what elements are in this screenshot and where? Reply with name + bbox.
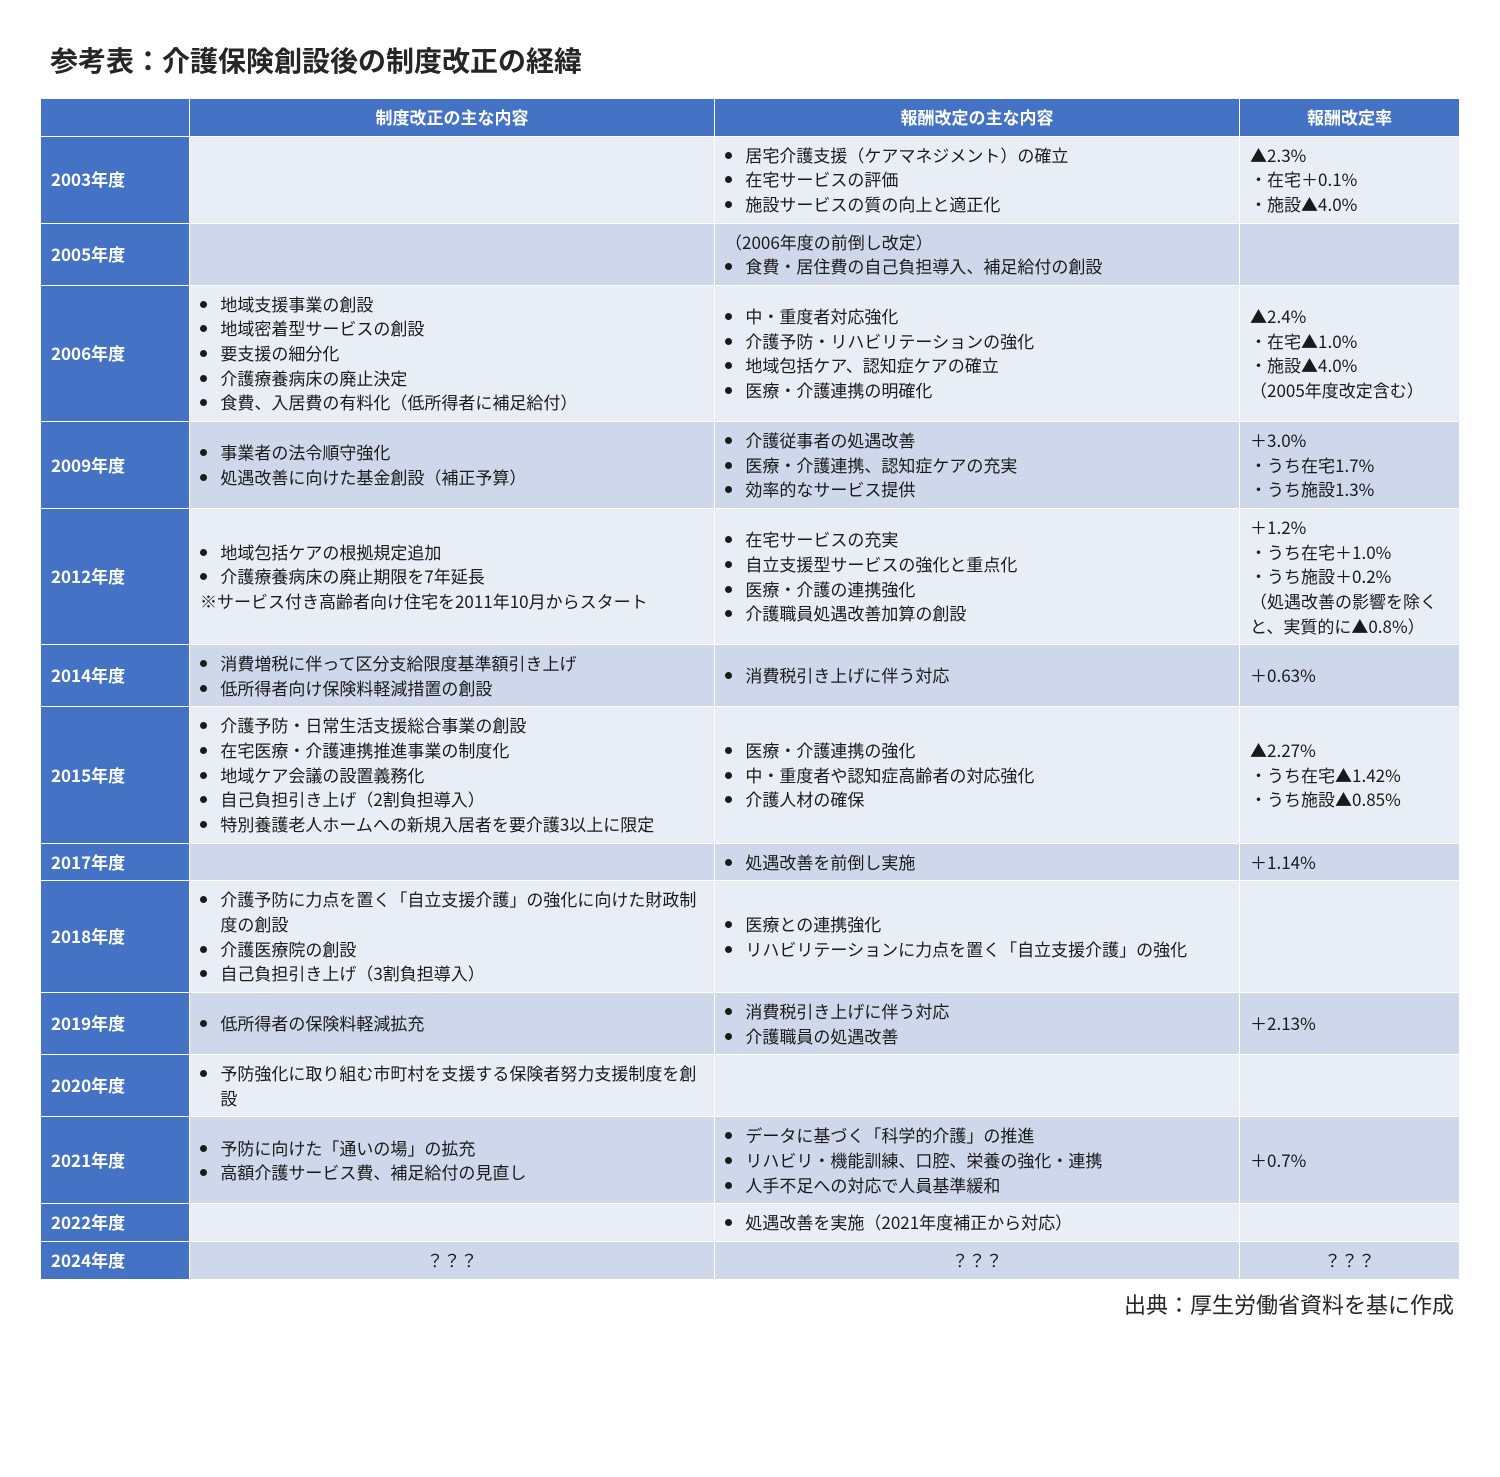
system-reform-cell: ？？？ bbox=[189, 1241, 714, 1279]
table-row: 2012年度地域包括ケアの根拠規定追加介護療養病床の廃止期限を7年延長※サービス… bbox=[41, 508, 1460, 644]
rate-cell bbox=[1240, 881, 1460, 993]
payment-reform-cell: 在宅サービスの充実自立支援型サービスの強化と重点化医療・介護の連携強化介護職員処… bbox=[715, 508, 1240, 644]
rate-cell: ＋1.2% ・うち在宅＋1.0% ・うち施設＋0.2% （処遇改善の影響を除くと… bbox=[1240, 508, 1460, 644]
year-cell: 2015年度 bbox=[41, 707, 190, 843]
rate-cell: ▲2.4% ・在宅▲1.0% ・施設▲4.0% （2005年度改定含む） bbox=[1240, 285, 1460, 421]
year-cell: 2006年度 bbox=[41, 285, 190, 421]
system-reform-cell: 地域包括ケアの根拠規定追加介護療養病床の廃止期限を7年延長※サービス付き高齢者向… bbox=[189, 508, 714, 644]
year-cell: 2012年度 bbox=[41, 508, 190, 644]
year-cell: 2009年度 bbox=[41, 422, 190, 509]
year-cell: 2021年度 bbox=[41, 1117, 190, 1204]
header-rate: 報酬改定率 bbox=[1240, 99, 1460, 137]
system-reform-cell: 消費増税に伴って区分支給限度基準額引き上げ低所得者向け保険料軽減措置の創設 bbox=[189, 645, 714, 707]
payment-reform-cell: （2006年度の前倒し改定）食費・居住費の自己負担導入、補足給付の創設 bbox=[715, 223, 1240, 285]
system-reform-cell: 介護予防・日常生活支援総合事業の創設在宅医療・介護連携推進事業の制度化地域ケア会… bbox=[189, 707, 714, 843]
reform-history-table: 制度改正の主な内容 報酬改定の主な内容 報酬改定率 2003年度 居宅介護支援（ケ… bbox=[40, 98, 1460, 1280]
source-note: 出典：厚生労働省資料を基に作成 bbox=[40, 1288, 1454, 1320]
system-reform-cell: 地域支援事業の創設地域密着型サービスの創設要支援の細分化介護療養病床の廃止決定食… bbox=[189, 285, 714, 421]
system-reform-cell: 予防強化に取り組む市町村を支援する保険者努力支援制度を創設 bbox=[189, 1055, 714, 1117]
system-reform-cell: 予防に向けた「通いの場」の拡充高額介護サービス費、補足給付の見直し bbox=[189, 1117, 714, 1204]
system-reform-cell bbox=[189, 136, 714, 223]
year-cell: 2022年度 bbox=[41, 1204, 190, 1242]
rate-cell: ▲2.27% ・うち在宅▲1.42% ・うち施設▲0.85% bbox=[1240, 707, 1460, 843]
year-cell: 2003年度 bbox=[41, 136, 190, 223]
payment-reform-cell: 処遇改善を前倒し実施 bbox=[715, 843, 1240, 881]
system-reform-cell: 事業者の法令順守強化処遇改善に向けた基金創設（補正予算） bbox=[189, 422, 714, 509]
table-row: 2015年度介護予防・日常生活支援総合事業の創設在宅医療・介護連携推進事業の制度… bbox=[41, 707, 1460, 843]
system-reform-cell bbox=[189, 843, 714, 881]
year-cell: 2024年度 bbox=[41, 1241, 190, 1279]
rate-cell: ▲2.3% ・在宅＋0.1% ・施設▲4.0% bbox=[1240, 136, 1460, 223]
rate-cell bbox=[1240, 1055, 1460, 1117]
year-cell: 2018年度 bbox=[41, 881, 190, 993]
year-cell: 2020年度 bbox=[41, 1055, 190, 1117]
system-reform-cell: 低所得者の保険料軽減拡充 bbox=[189, 992, 714, 1054]
payment-reform-cell: 処遇改善を実施（2021年度補正から対応） bbox=[715, 1204, 1240, 1242]
year-cell: 2017年度 bbox=[41, 843, 190, 881]
payment-reform-cell: 消費税引き上げに伴う対応介護職員の処遇改善 bbox=[715, 992, 1240, 1054]
payment-reform-cell: ？？？ bbox=[715, 1241, 1240, 1279]
table-row: 2014年度消費増税に伴って区分支給限度基準額引き上げ低所得者向け保険料軽減措置… bbox=[41, 645, 1460, 707]
payment-reform-cell bbox=[715, 1055, 1240, 1117]
rate-cell: ＋2.13% bbox=[1240, 992, 1460, 1054]
system-reform-cell bbox=[189, 223, 714, 285]
table-row: 2006年度地域支援事業の創設地域密着型サービスの創設要支援の細分化介護療養病床… bbox=[41, 285, 1460, 421]
table-row: 2021年度予防に向けた「通いの場」の拡充高額介護サービス費、補足給付の見直しデ… bbox=[41, 1117, 1460, 1204]
header-row: 制度改正の主な内容 報酬改定の主な内容 報酬改定率 bbox=[41, 99, 1460, 137]
system-reform-cell bbox=[189, 1204, 714, 1242]
table-row: 2019年度低所得者の保険料軽減拡充消費税引き上げに伴う対応介護職員の処遇改善＋… bbox=[41, 992, 1460, 1054]
table-title: 参考表：介護保険創設後の制度改正の経緯 bbox=[50, 40, 1460, 80]
year-cell: 2014年度 bbox=[41, 645, 190, 707]
header-payment-reform: 報酬改定の主な内容 bbox=[715, 99, 1240, 137]
table-row: 2009年度事業者の法令順守強化処遇改善に向けた基金創設（補正予算）介護従事者の… bbox=[41, 422, 1460, 509]
payment-reform-cell: 消費税引き上げに伴う対応 bbox=[715, 645, 1240, 707]
year-cell: 2005年度 bbox=[41, 223, 190, 285]
table-row: 2005年度 （2006年度の前倒し改定）食費・居住費の自己負担導入、補足給付の創… bbox=[41, 223, 1460, 285]
rate-cell: ＋0.7% bbox=[1240, 1117, 1460, 1204]
header-system-reform: 制度改正の主な内容 bbox=[189, 99, 714, 137]
table-row: 2024年度？？？？？？？？？ bbox=[41, 1241, 1460, 1279]
year-cell: 2019年度 bbox=[41, 992, 190, 1054]
payment-reform-cell: 医療との連携強化リハビリテーションに力点を置く「自立支援介護」の強化 bbox=[715, 881, 1240, 993]
payment-reform-cell: 居宅介護支援（ケアマネジメント）の確立在宅サービスの評価施設サービスの質の向上と… bbox=[715, 136, 1240, 223]
table-row: 2022年度 処遇改善を実施（2021年度補正から対応） bbox=[41, 1204, 1460, 1242]
payment-reform-cell: 中・重度者対応強化介護予防・リハビリテーションの強化地域包括ケア、認知症ケアの確… bbox=[715, 285, 1240, 421]
rate-cell bbox=[1240, 223, 1460, 285]
table-row: 2018年度介護予防に力点を置く「自立支援介護」の強化に向けた財政制度の創設介護… bbox=[41, 881, 1460, 993]
rate-cell: ＋0.63% bbox=[1240, 645, 1460, 707]
table-row: 2003年度 居宅介護支援（ケアマネジメント）の確立在宅サービスの評価施設サービス… bbox=[41, 136, 1460, 223]
system-reform-cell: 介護予防に力点を置く「自立支援介護」の強化に向けた財政制度の創設介護医療院の創設… bbox=[189, 881, 714, 993]
payment-reform-cell: データに基づく「科学的介護」の推進リハビリ・機能訓練、口腔、栄養の強化・連携人手… bbox=[715, 1117, 1240, 1204]
payment-reform-cell: 介護従事者の処遇改善医療・介護連携、認知症ケアの充実効率的なサービス提供 bbox=[715, 422, 1240, 509]
rate-cell: ＋1.14% bbox=[1240, 843, 1460, 881]
table-row: 2020年度予防強化に取り組む市町村を支援する保険者努力支援制度を創設 bbox=[41, 1055, 1460, 1117]
payment-reform-cell: 医療・介護連携の強化中・重度者や認知症高齢者の対応強化介護人材の確保 bbox=[715, 707, 1240, 843]
rate-cell: ？？？ bbox=[1240, 1241, 1460, 1279]
table-row: 2017年度 処遇改善を前倒し実施＋1.14% bbox=[41, 843, 1460, 881]
rate-cell bbox=[1240, 1204, 1460, 1242]
header-blank bbox=[41, 99, 190, 137]
rate-cell: ＋3.0% ・うち在宅1.7% ・うち施設1.3% bbox=[1240, 422, 1460, 509]
